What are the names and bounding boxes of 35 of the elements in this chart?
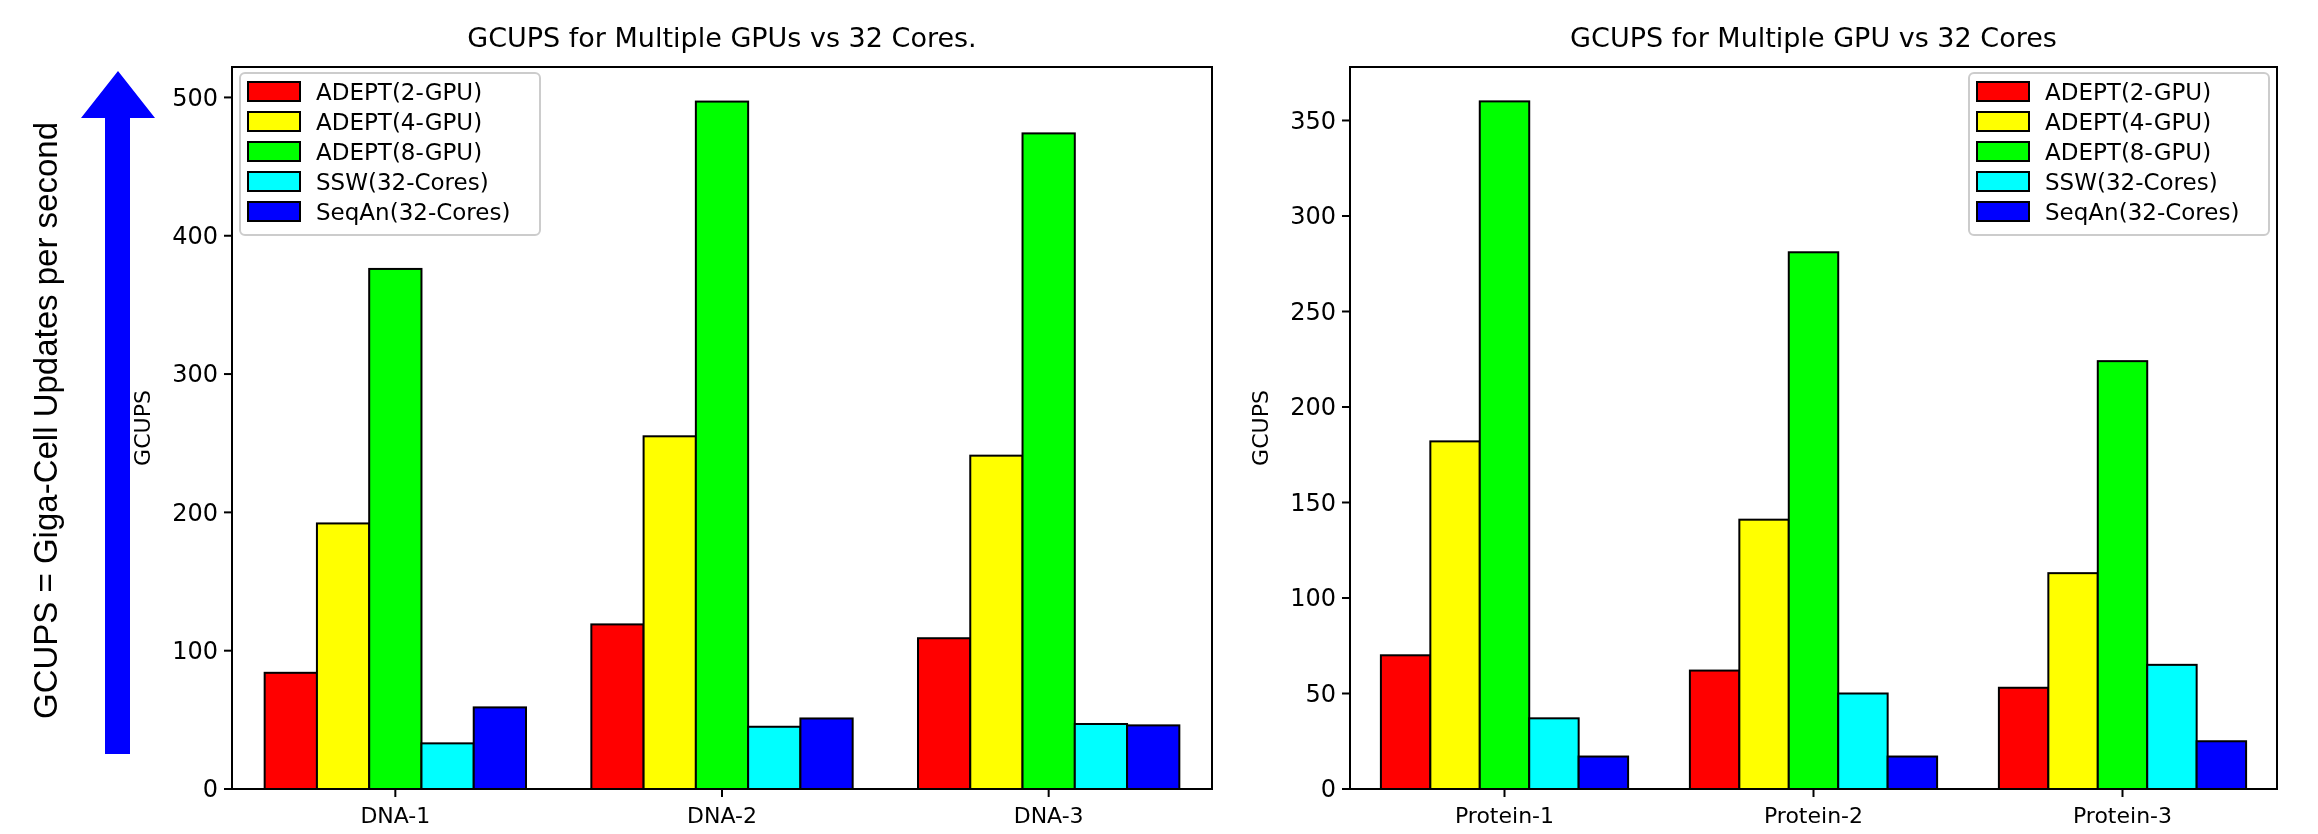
y-tick-label: 200	[172, 498, 218, 527]
y-tick-label: 200	[1290, 393, 1336, 422]
y-tick-label: 50	[1305, 679, 1336, 708]
chart-title: GCUPS for Multiple GPU vs 32 Cores	[1570, 22, 2057, 53]
x-tick-label: DNA-3	[1013, 803, 1084, 828]
y-tick-label: 300	[172, 360, 218, 389]
x-tick-label: DNA-2	[687, 803, 757, 828]
y-tick-label: 0	[1320, 775, 1336, 804]
legend-label: ADEPT(2-GPU)	[316, 79, 483, 106]
y-axis-title: GCUPS	[1248, 390, 1273, 466]
y-tick-label: 250	[1290, 297, 1336, 326]
text: GCUPS = Giga-Cell Updates per second	[26, 121, 64, 720]
legend-label: ADEPT(8-GPU)	[2045, 139, 2212, 166]
x-tick-label: DNA-1	[360, 803, 431, 828]
y-tick-label: 400	[172, 222, 218, 251]
legend-label: SeqAn(32-Cores)	[2045, 199, 2240, 226]
y-tick-label: 350	[1290, 106, 1336, 135]
legend-label: ADEPT(8-GPU)	[316, 139, 483, 166]
legend-label: SSW(32-Cores)	[2045, 169, 2218, 196]
y-tick-label: 100	[172, 637, 218, 666]
legend-label: SeqAn(32-Cores)	[316, 199, 511, 226]
x-tick-label: Protein-2	[1763, 803, 1864, 828]
y-tick-label: 300	[1290, 202, 1336, 231]
legend-label: ADEPT(2-GPU)	[2045, 79, 2212, 106]
x-tick-label: Protein-1	[1454, 803, 1555, 828]
y-axis-title: GCUPS	[130, 390, 155, 466]
y-tick-label: 100	[1290, 584, 1336, 613]
y-tick-label: 150	[1290, 488, 1336, 517]
legend-label: ADEPT(4-GPU)	[316, 109, 483, 136]
y-tick-label: 0	[202, 775, 218, 804]
legend-label: SSW(32-Cores)	[316, 169, 489, 196]
legend-label: ADEPT(4-GPU)	[2045, 109, 2212, 136]
y-tick-label: 500	[172, 83, 218, 112]
chart-title: GCUPS for Multiple GPUs vs 32 Cores.	[467, 22, 977, 53]
x-tick-label: Protein-3	[2072, 803, 2173, 828]
